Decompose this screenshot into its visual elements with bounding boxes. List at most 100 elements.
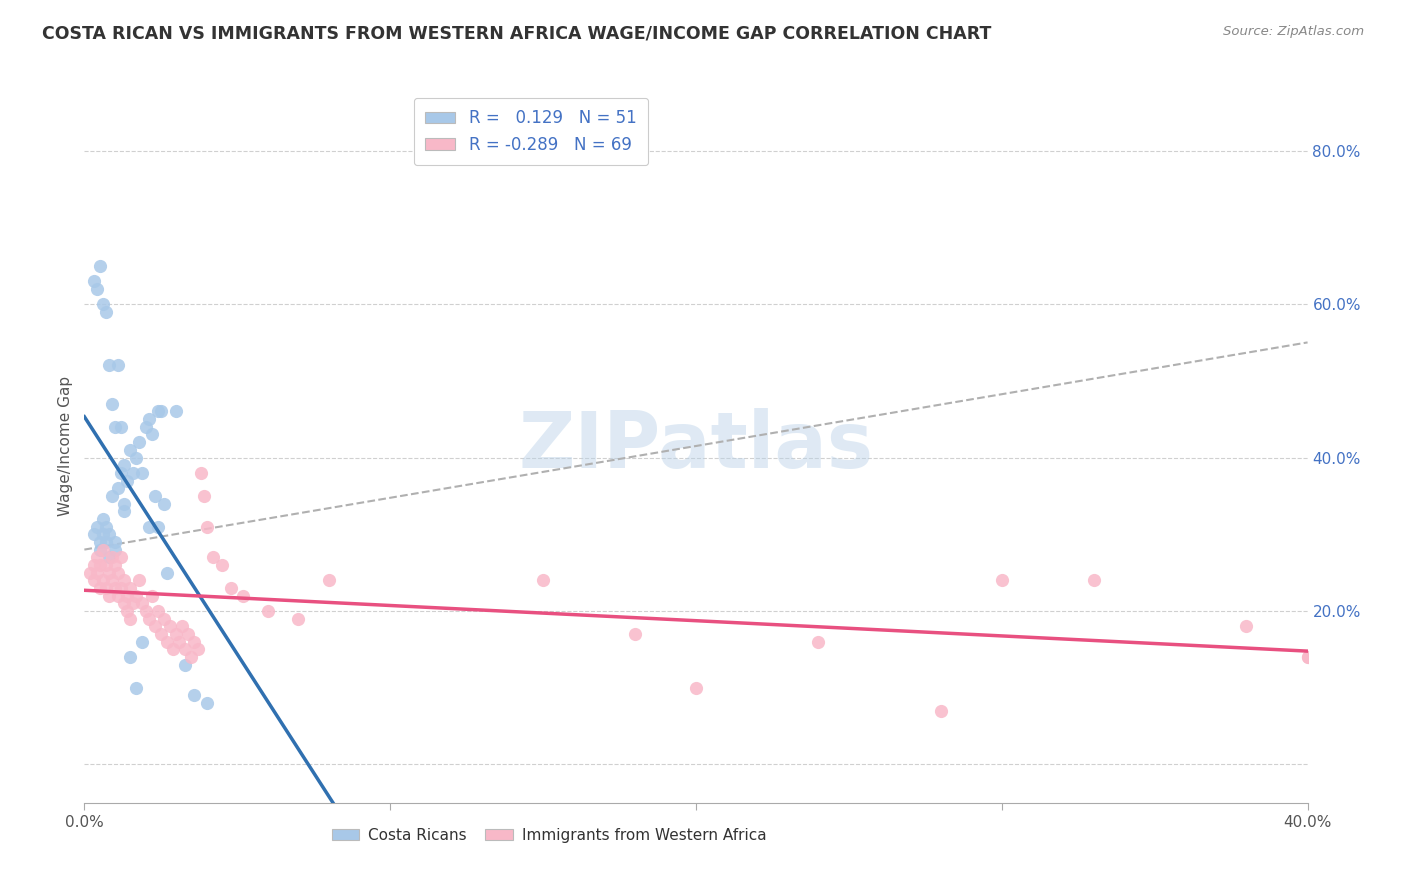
Point [120,612,142,626]
Point [112,574,135,588]
Point [125,450,148,465]
Point [685,681,707,695]
Point [97,527,120,541]
Point [531,574,554,588]
Point [79,566,101,580]
Point [110,466,132,480]
Point [104,558,127,572]
Point [138,612,160,626]
Point [110,550,132,565]
Point [131,466,153,480]
Point [143,489,166,503]
Point [89,535,111,549]
Point [211,558,233,572]
Point [101,397,124,411]
Point [138,519,160,533]
Point [115,474,138,488]
Point [135,419,157,434]
Point [624,627,647,641]
Point [219,581,242,595]
Point [89,581,111,595]
Point [120,650,142,665]
Point [94,519,117,533]
Point [107,589,129,603]
Point [195,519,218,533]
Point [193,489,215,503]
Point [146,404,169,418]
Point [86,566,108,580]
Point [991,574,1014,588]
Point [149,404,172,418]
Point [83,558,105,572]
Point [91,512,114,526]
Point [122,596,145,610]
Point [91,542,114,557]
Point [201,550,224,565]
Text: Source: ZipAtlas.com: Source: ZipAtlas.com [1223,25,1364,38]
Point [112,458,135,473]
Point [138,412,160,426]
Point [143,619,166,633]
Point [125,681,148,695]
Point [83,527,105,541]
Point [1083,574,1105,588]
Point [107,566,129,580]
Point [104,535,127,549]
Point [125,589,148,603]
Point [115,604,138,618]
Point [156,634,179,648]
Point [91,297,114,311]
Point [141,589,163,603]
Point [83,274,105,288]
Point [112,504,135,518]
Point [110,419,132,434]
Point [162,642,184,657]
Point [174,657,197,672]
Point [195,696,218,710]
Point [101,574,124,588]
Point [153,612,176,626]
Point [101,550,124,565]
Point [120,442,142,457]
Point [112,596,135,610]
Point [97,550,120,565]
Point [156,566,179,580]
Point [318,574,340,588]
Point [86,282,108,296]
Point [104,581,127,595]
Y-axis label: Wage/Income Gap: Wage/Income Gap [58,376,73,516]
Point [153,497,176,511]
Point [89,259,111,273]
Point [257,604,280,618]
Point [94,581,117,595]
Point [91,574,114,588]
Legend: Costa Ricans, Immigrants from Western Africa: Costa Ricans, Immigrants from Western Af… [326,822,773,848]
Point [122,466,145,480]
Point [97,359,120,373]
Point [232,589,254,603]
Point [94,535,117,549]
Point [146,604,169,618]
Text: COSTA RICAN VS IMMIGRANTS FROM WESTERN AFRICA WAGE/INCOME GAP CORRELATION CHART: COSTA RICAN VS IMMIGRANTS FROM WESTERN A… [42,25,991,43]
Point [1296,650,1319,665]
Point [172,619,194,633]
Point [107,359,129,373]
Text: ZIPatlas: ZIPatlas [519,408,873,484]
Point [929,704,952,718]
Point [97,566,120,580]
Point [97,589,120,603]
Point [104,542,127,557]
Point [110,581,132,595]
Point [146,519,169,533]
Point [86,519,108,533]
Point [128,574,150,588]
Point [183,634,205,648]
Point [94,304,117,318]
Point [94,558,117,572]
Point [115,589,138,603]
Point [190,466,212,480]
Point [83,574,105,588]
Point [86,550,108,565]
Point [131,596,153,610]
Point [91,527,114,541]
